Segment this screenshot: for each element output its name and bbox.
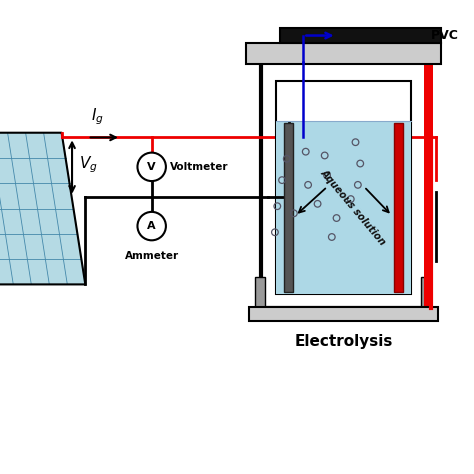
- Text: Ammeter: Ammeter: [125, 251, 179, 261]
- Bar: [246, 43, 441, 64]
- Text: Electrolysis: Electrolysis: [294, 334, 393, 349]
- Circle shape: [137, 212, 166, 240]
- Bar: [249, 307, 438, 321]
- Bar: [421, 277, 431, 320]
- Bar: [284, 123, 293, 292]
- Bar: [394, 123, 403, 292]
- Text: PVC: PVC: [431, 29, 459, 42]
- Bar: [424, 47, 433, 308]
- Text: Voltmeter: Voltmeter: [170, 162, 228, 172]
- Bar: [276, 81, 411, 294]
- Text: A: A: [147, 221, 156, 231]
- Bar: [280, 28, 441, 43]
- Bar: [276, 121, 411, 294]
- Text: $\mathit{I}_g$: $\mathit{I}_g$: [91, 107, 104, 127]
- Bar: [255, 277, 265, 320]
- Text: V: V: [147, 162, 156, 172]
- Text: $\mathit{V}_g$: $\mathit{V}_g$: [79, 155, 98, 175]
- Polygon shape: [0, 133, 85, 284]
- Circle shape: [137, 153, 166, 181]
- Text: Aqueous solution: Aqueous solution: [319, 167, 388, 247]
